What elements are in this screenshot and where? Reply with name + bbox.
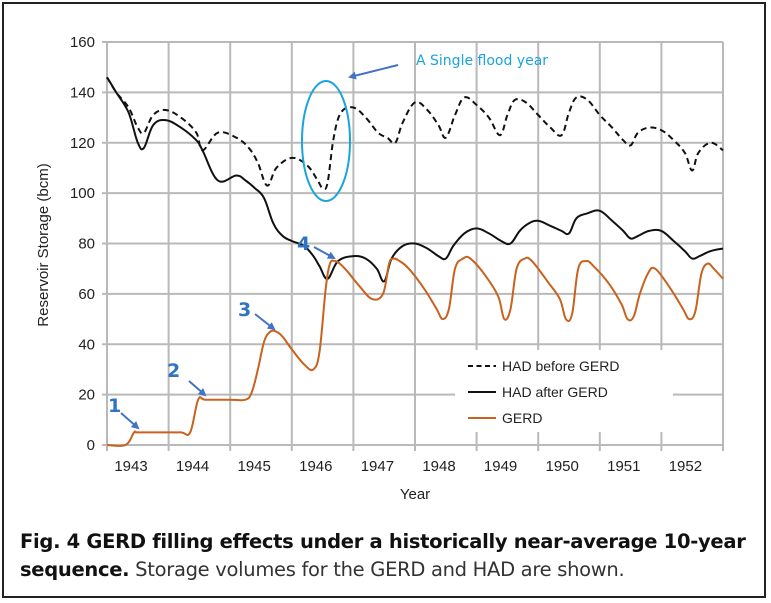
x-tick-label: 1950 <box>546 458 579 475</box>
y-tick-label: 100 <box>70 185 95 202</box>
flood-year-label: A Single flood year <box>416 53 548 69</box>
y-tick-label: 0 <box>87 437 95 454</box>
annotation-arrow-1 <box>120 412 140 430</box>
y-tick-label: 20 <box>78 387 95 404</box>
x-tick-label: 1952 <box>669 458 702 475</box>
grid <box>102 41 724 451</box>
caption-text: Storage volumes for the GERD and HAD are… <box>129 558 625 581</box>
annotation-label-3: 3 <box>238 299 251 321</box>
legend-label-gerd: GERD <box>502 410 542 426</box>
flood-year-ellipse <box>301 80 351 202</box>
legend: HAD before GERD HAD after GERD GERD <box>468 358 619 426</box>
y-axis-ticks: 0 20 40 60 80 100 120 140 160 <box>70 34 95 454</box>
y-tick-label: 80 <box>78 236 95 253</box>
y-tick-label: 40 <box>78 336 95 353</box>
legend-label-had-before: HAD before GERD <box>502 358 619 374</box>
x-tick-label: 1947 <box>361 458 394 475</box>
series-line-had-after-gerd <box>106 76 724 283</box>
annotation-arrow-2 <box>188 380 207 397</box>
caption-title: Fig. 4 GERD filling effects under a hist… <box>20 530 746 581</box>
y-axis-title: Reservoir Storage (bcm) <box>35 163 52 326</box>
y-tick-label: 140 <box>70 84 95 101</box>
legend-label-had-after: HAD after GERD <box>502 384 608 400</box>
x-axis-title: Year <box>400 486 430 503</box>
annotation-arrow-3 <box>254 313 276 331</box>
x-tick-label: 1948 <box>422 458 455 475</box>
x-tick-label: 1943 <box>114 458 147 475</box>
series <box>106 76 724 448</box>
annotation-label-1: 1 <box>108 395 121 417</box>
annotation-label-4: 4 <box>297 233 310 255</box>
series-line-had-before-gerd <box>106 76 724 191</box>
x-tick-label: 1946 <box>299 458 332 475</box>
y-tick-label: 160 <box>70 34 95 51</box>
figure-caption: Fig. 4 GERD filling effects under a hist… <box>20 528 750 584</box>
x-tick-label: 1945 <box>238 458 271 475</box>
flood-year-arrow <box>348 64 399 80</box>
x-tick-label: 1944 <box>176 458 209 475</box>
y-tick-label: 120 <box>70 135 95 152</box>
y-tick-label: 60 <box>78 286 95 303</box>
series-line-gerd <box>106 255 724 448</box>
annotation-arrow-4 <box>313 246 336 259</box>
x-tick-label: 1951 <box>607 458 640 475</box>
x-axis-ticks: 1943 1944 1945 1946 1947 1948 1949 1950 1951 1952 <box>114 458 702 475</box>
annotation-label-2: 2 <box>167 360 180 382</box>
x-tick-label: 1949 <box>484 458 517 475</box>
annotations: 1 2 3 4 A Single flood year <box>108 53 548 430</box>
